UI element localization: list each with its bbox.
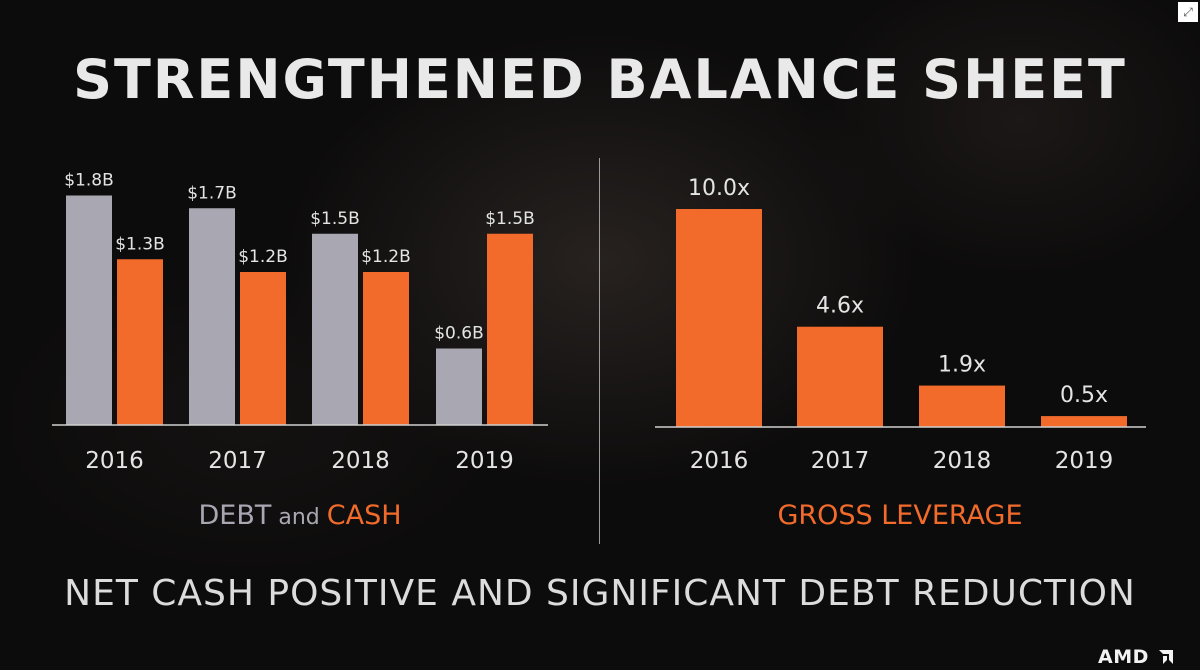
legend-debt: DEBT — [198, 500, 272, 531]
debt-cash-year-label-2018: 2018 — [331, 448, 390, 474]
debt-bar-2019 — [436, 348, 482, 425]
debt-bar-2016 — [66, 195, 112, 425]
cash-value-label-2017: $1.2B — [238, 247, 288, 267]
leverage-value-label-2019: 0.5x — [1060, 383, 1108, 408]
amd-logo: AMD — [1098, 646, 1174, 668]
cash-value-label-2019: $1.5B — [485, 209, 535, 229]
leverage-year-label-2016: 2016 — [690, 448, 749, 474]
leverage-bar-2016 — [676, 209, 762, 427]
legend-gross-leverage: GROSS LEVERAGE — [777, 500, 1023, 531]
leverage-value-label-2016: 10.0x — [688, 176, 750, 201]
leverage-value-label-2017: 4.6x — [816, 294, 864, 319]
leverage-bar-2017 — [797, 326, 883, 427]
legend-cash: CASH — [326, 500, 402, 531]
cash-bar-2018 — [363, 272, 409, 425]
leverage-year-label-2018: 2018 — [933, 448, 992, 474]
slide-title: STRENGTHENED BALANCE SHEET — [73, 48, 1127, 111]
debt-bar-2017 — [189, 208, 235, 425]
cash-value-label-2018: $1.2B — [361, 247, 411, 267]
leverage-year-label-2019: 2019 — [1055, 448, 1114, 474]
leverage-bar-2019 — [1041, 416, 1127, 427]
slide-subtitle: NET CASH POSITIVE AND SIGNIFICANT DEBT R… — [64, 573, 1136, 614]
logo-text: AMD — [1098, 646, 1149, 668]
debt-value-label-2018: $1.5B — [310, 209, 360, 229]
debt-cash-year-label-2019: 2019 — [455, 448, 514, 474]
leverage-year-label-2017: 2017 — [811, 448, 870, 474]
debt-value-label-2017: $1.7B — [187, 183, 237, 203]
cash-bar-2019 — [487, 233, 533, 425]
debt-bar-2018 — [312, 233, 358, 425]
debt-cash-year-label-2016: 2016 — [85, 448, 144, 474]
cash-bar-2016 — [117, 259, 163, 425]
debt-value-label-2016: $1.8B — [64, 171, 114, 191]
cash-bar-2017 — [240, 272, 286, 425]
debt-value-label-2019: $0.6B — [434, 324, 484, 344]
leverage-value-label-2018: 1.9x — [938, 353, 986, 378]
legend-and: and — [271, 505, 327, 530]
cash-value-label-2016: $1.3B — [115, 234, 165, 254]
debt-cash-year-label-2017: 2017 — [208, 448, 267, 474]
gross-leverage-legend: GROSS LEVERAGE — [600, 500, 1200, 531]
debt-cash-legend: DEBT and CASH — [0, 500, 600, 531]
expand-icon[interactable]: ⤢ — [1178, 2, 1198, 22]
leverage-bar-2018 — [919, 385, 1005, 427]
chart-divider — [599, 158, 600, 544]
amd-arrow-icon — [1159, 647, 1174, 664]
